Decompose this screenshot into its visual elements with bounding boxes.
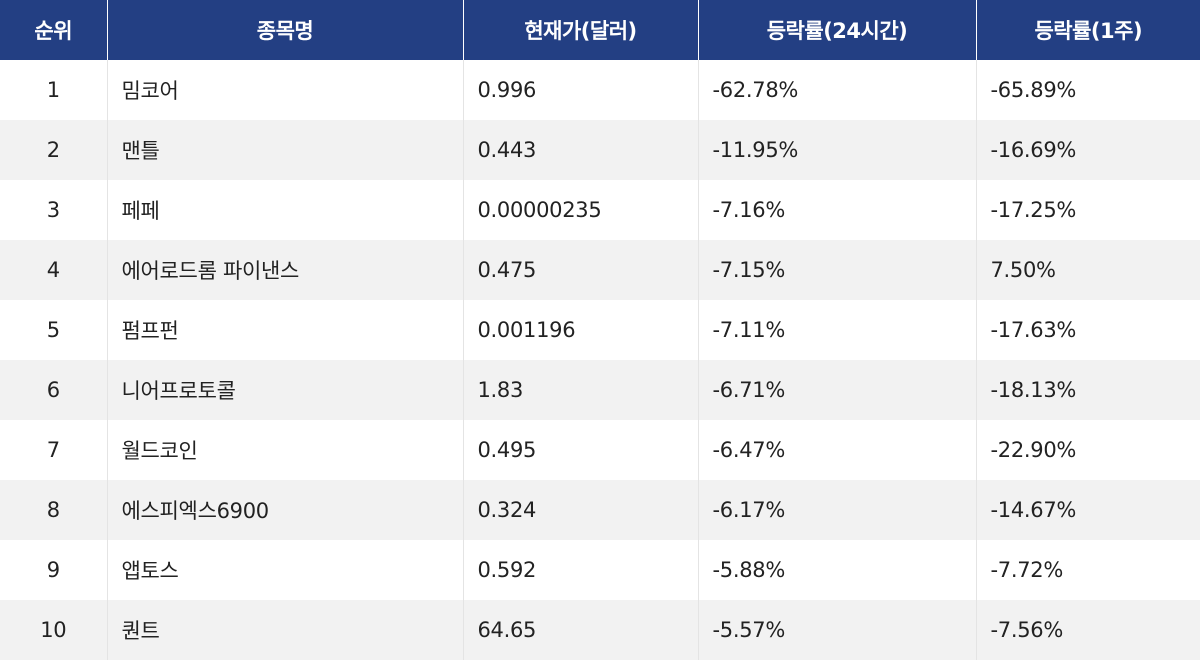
table-row: 8 에스피엑스6900 0.324 -6.17% -14.67%: [0, 480, 1200, 540]
change-24h-cell: -11.95%: [697, 120, 976, 180]
change-1w-cell: -14.67%: [975, 480, 1200, 540]
price-cell: 0.324: [462, 480, 698, 540]
header-change-1w[interactable]: 등락률(1주): [975, 0, 1200, 60]
change-1w-cell: -65.89%: [975, 60, 1200, 120]
table-body: 1 밈코어 0.996 -62.78% -65.89% 2 맨틀 0.443 -…: [0, 60, 1200, 660]
name-cell: 페페: [106, 180, 463, 240]
table-row: 1 밈코어 0.996 -62.78% -65.89%: [0, 60, 1200, 120]
change-1w-cell: 7.50%: [975, 240, 1200, 300]
change-24h-cell: -5.88%: [697, 540, 976, 600]
rank-cell: 10: [0, 600, 107, 660]
table-row: 3 페페 0.00000235 -7.16% -17.25%: [0, 180, 1200, 240]
header-change-24h[interactable]: 등락률(24시간): [697, 0, 976, 60]
price-cell: 0.592: [462, 540, 698, 600]
rank-cell: 3: [0, 180, 107, 240]
change-24h-cell: -6.17%: [697, 480, 976, 540]
header-row: 순위 종목명 현재가(달러) 등락률(24시간) 등락률(1주): [0, 0, 1200, 60]
name-cell: 퀀트: [106, 600, 463, 660]
rank-cell: 9: [0, 540, 107, 600]
name-cell: 펌프펀: [106, 300, 463, 360]
table-row: 10 퀀트 64.65 -5.57% -7.56%: [0, 600, 1200, 660]
table-row: 7 월드코인 0.495 -6.47% -22.90%: [0, 420, 1200, 480]
change-24h-cell: -7.11%: [697, 300, 976, 360]
price-cell: 0.001196: [462, 300, 698, 360]
change-1w-cell: -17.25%: [975, 180, 1200, 240]
name-cell: 맨틀: [106, 120, 463, 180]
table-row: 4 에어로드롬 파이낸스 0.475 -7.15% 7.50%: [0, 240, 1200, 300]
header-price[interactable]: 현재가(달러): [462, 0, 698, 60]
name-cell: 니어프로토콜: [106, 360, 463, 420]
change-24h-cell: -7.16%: [697, 180, 976, 240]
table-row: 9 앱토스 0.592 -5.88% -7.72%: [0, 540, 1200, 600]
rank-cell: 7: [0, 420, 107, 480]
table-row: 2 맨틀 0.443 -11.95% -16.69%: [0, 120, 1200, 180]
table-header: 순위 종목명 현재가(달러) 등락률(24시간) 등락률(1주): [0, 0, 1200, 60]
header-rank[interactable]: 순위: [0, 0, 107, 60]
change-1w-cell: -18.13%: [975, 360, 1200, 420]
change-1w-cell: -7.72%: [975, 540, 1200, 600]
name-cell: 월드코인: [106, 420, 463, 480]
header-name[interactable]: 종목명: [106, 0, 463, 60]
name-cell: 밈코어: [106, 60, 463, 120]
change-1w-cell: -17.63%: [975, 300, 1200, 360]
name-cell: 앱토스: [106, 540, 463, 600]
name-cell: 에어로드롬 파이낸스: [106, 240, 463, 300]
price-cell: 0.00000235: [462, 180, 698, 240]
rank-cell: 5: [0, 300, 107, 360]
price-cell: 0.996: [462, 60, 698, 120]
change-24h-cell: -7.15%: [697, 240, 976, 300]
rank-cell: 2: [0, 120, 107, 180]
name-cell: 에스피엑스6900: [106, 480, 463, 540]
change-24h-cell: -5.57%: [697, 600, 976, 660]
rank-cell: 6: [0, 360, 107, 420]
price-cell: 0.443: [462, 120, 698, 180]
price-cell: 0.495: [462, 420, 698, 480]
change-1w-cell: -7.56%: [975, 600, 1200, 660]
change-1w-cell: -22.90%: [975, 420, 1200, 480]
rank-cell: 4: [0, 240, 107, 300]
change-24h-cell: -6.47%: [697, 420, 976, 480]
price-cell: 1.83: [462, 360, 698, 420]
table-row: 5 펌프펀 0.001196 -7.11% -17.63%: [0, 300, 1200, 360]
change-24h-cell: -6.71%: [697, 360, 976, 420]
price-cell: 64.65: [462, 600, 698, 660]
change-1w-cell: -16.69%: [975, 120, 1200, 180]
table-row: 6 니어프로토콜 1.83 -6.71% -18.13%: [0, 360, 1200, 420]
price-cell: 0.475: [462, 240, 698, 300]
rank-cell: 8: [0, 480, 107, 540]
rank-cell: 1: [0, 60, 107, 120]
change-24h-cell: -62.78%: [697, 60, 976, 120]
